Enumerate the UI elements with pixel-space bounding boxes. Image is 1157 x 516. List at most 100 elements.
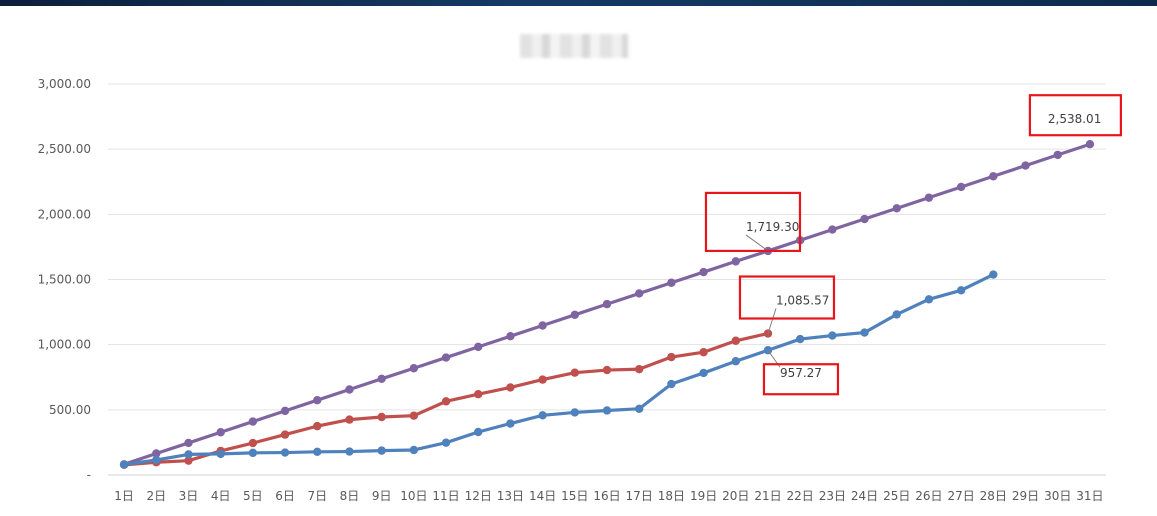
data-point [216,428,225,437]
series-0 [119,140,1095,469]
data-point [602,406,612,415]
data-point [184,450,193,459]
data-point [924,193,934,202]
annotation-3: 2,538.01 [1028,94,1123,137]
data-point [345,415,354,424]
annotation-0: 1,719.30 [704,191,802,253]
data-point [474,342,483,352]
x-tick-label: 1日 [114,489,134,503]
highlight-box [704,191,802,253]
x-tick-label: 16日 [593,489,620,503]
gridlines [108,83,1106,476]
data-point [570,310,580,320]
data-point [667,352,676,362]
data-point [280,406,290,416]
data-label: 1,719.30 [746,220,799,234]
x-tick-label: 8日 [340,489,360,503]
data-point [345,385,354,394]
x-tick-label: 7日 [307,489,327,503]
x-tick-label: 15日 [561,489,588,503]
x-tick-label: 22日 [787,489,814,503]
x-tick-label: 27日 [947,489,974,503]
x-tick-label: 6日 [275,489,295,503]
x-tick-label: 10日 [400,489,427,503]
data-point [184,456,193,465]
data-point [409,411,419,420]
data-point [956,182,966,192]
x-tick-label: 3日 [179,489,199,503]
x-tick-label: 21日 [754,489,781,503]
y-axis-ticks: - 500.00 1,000.00 1,500.00 2,000.00 2,500.00 3… [38,77,91,482]
data-point [313,421,322,431]
x-tick-label: 12日 [465,489,492,503]
data-point [699,368,708,378]
x-tick-label: 24日 [851,489,878,503]
data-point [989,270,998,279]
data-point [441,438,451,447]
x-tick-label: 20日 [722,489,749,503]
data-point [1021,161,1030,170]
x-tick-label: 11日 [432,489,459,503]
x-tick-label: 19日 [690,489,717,503]
data-point [634,404,644,413]
x-tick-label: 30日 [1044,489,1071,503]
data-point [377,446,386,455]
data-point [119,460,129,469]
data-point [506,331,515,341]
y-tick-label: 2,500.00 [38,142,91,156]
leader-line [745,234,769,252]
data-point [924,295,934,304]
highlight-box [738,275,836,320]
data-point [892,310,901,319]
data-point [280,448,290,457]
data-point [860,214,869,224]
data-point [506,383,515,392]
series-2 [119,270,998,469]
x-tick-label: 25日 [883,489,910,503]
blurred-chart-title [520,34,628,58]
data-point [763,346,773,355]
data-point [409,445,419,455]
series-lines [119,140,1095,470]
data-point [828,331,837,340]
data-point [441,397,451,406]
data-point [538,375,547,384]
data-point [248,417,258,426]
x-tick-label: 13日 [497,489,524,503]
annotation-2: 957.27 [762,349,840,396]
data-point [538,411,547,420]
data-point [634,289,644,298]
data-point [699,267,708,277]
data-label: 957.27 [780,366,822,380]
data-point [248,438,258,448]
data-point [474,389,483,399]
data-point [216,449,225,459]
x-tick-label: 31日 [1076,489,1103,503]
x-tick-label: 28日 [980,489,1007,503]
x-tick-label: 2日 [146,489,166,503]
data-label: 1,085.57 [776,294,829,308]
data-point [699,348,708,357]
series-line [122,272,995,467]
y-tick-label: 1,000.00 [38,338,91,352]
data-point [152,449,161,458]
x-tick-label: 29日 [1012,489,1039,503]
data-point [731,336,740,345]
data-point [1053,150,1062,160]
data-point [570,368,580,377]
data-point [506,419,515,428]
data-point [474,427,483,437]
y-tick-label: - [87,468,91,482]
data-annotations: 1,719.30 1,085.57 957.27 2,538.01 [704,94,1123,396]
highlight-box [762,363,840,396]
highlight-box [1028,94,1123,137]
data-point [248,448,258,458]
y-tick-label: 500.00 [49,403,91,417]
data-point [345,447,354,456]
data-point [184,438,193,448]
data-point [313,447,322,457]
data-point [313,395,322,405]
data-point [956,286,966,295]
data-point [409,364,419,373]
